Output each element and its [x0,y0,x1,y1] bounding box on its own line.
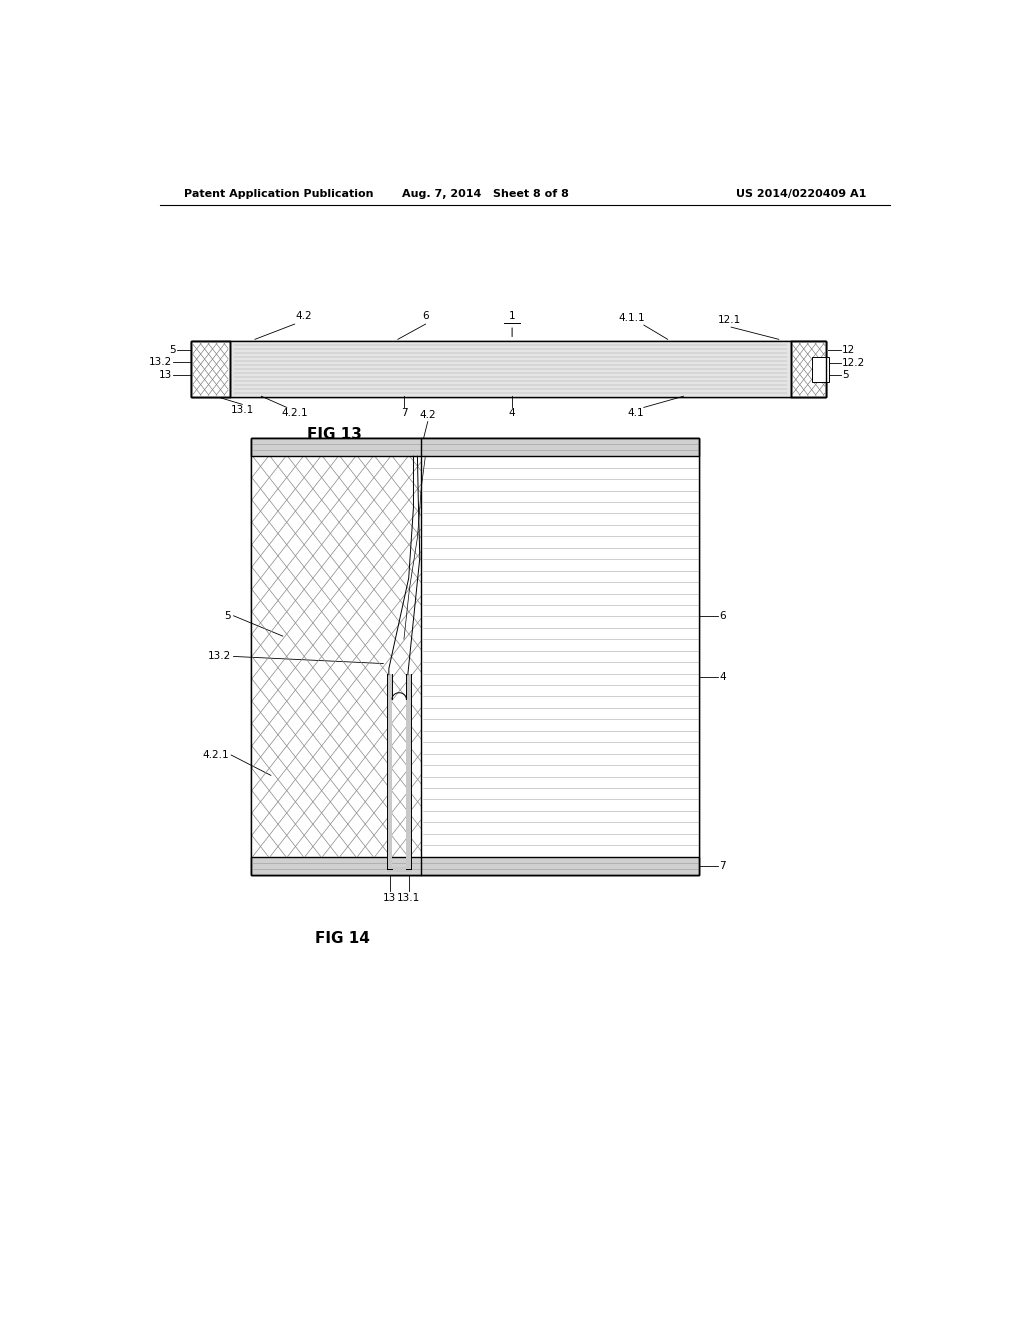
Bar [191,342,229,397]
Text: 13.1: 13.1 [397,894,420,903]
Text: 5: 5 [169,346,176,355]
Bar [422,457,699,857]
Text: 4: 4 [509,408,515,418]
Bar [812,356,828,381]
Text: 7: 7 [719,861,726,871]
Text: Aug. 7, 2014   Sheet 8 of 8: Aug. 7, 2014 Sheet 8 of 8 [401,189,568,199]
Bar [251,438,699,875]
Text: 4.2.1: 4.2.1 [282,408,308,418]
Text: 1: 1 [509,312,515,321]
Text: 4.1: 4.1 [628,408,644,418]
Text: 4.2.1: 4.2.1 [202,750,228,760]
Text: 12.1: 12.1 [718,315,741,325]
Text: FIG 14: FIG 14 [314,931,370,946]
Bar [251,457,422,857]
Text: 13.2: 13.2 [208,652,231,661]
Text: 12: 12 [842,346,855,355]
Bar [229,342,791,397]
Text: 13: 13 [383,894,396,903]
Text: 5: 5 [842,370,849,380]
Bar [191,342,826,397]
Bar [251,438,699,457]
Bar [387,673,392,873]
Bar [191,342,826,397]
Text: 4: 4 [719,672,726,681]
Text: 6: 6 [719,611,726,620]
Text: 7: 7 [400,408,408,418]
Bar [387,867,411,873]
Text: 5: 5 [224,611,231,620]
Text: 4.2: 4.2 [296,312,312,321]
Text: 12.2: 12.2 [842,358,865,368]
Bar [407,673,411,873]
Text: 6: 6 [422,312,429,321]
Bar [251,438,699,875]
Bar [191,342,229,397]
Bar [791,342,826,397]
Text: 4.1.1: 4.1.1 [618,313,645,323]
Text: 13.2: 13.2 [148,356,172,367]
Bar [251,857,699,875]
Text: 13: 13 [159,370,172,380]
Text: 4.2: 4.2 [420,409,436,420]
Text: Patent Application Publication: Patent Application Publication [183,189,373,199]
Bar [791,342,826,397]
Text: US 2014/0220409 A1: US 2014/0220409 A1 [735,189,866,199]
Text: FIG 13: FIG 13 [307,426,361,442]
Text: 13.1: 13.1 [230,405,254,416]
